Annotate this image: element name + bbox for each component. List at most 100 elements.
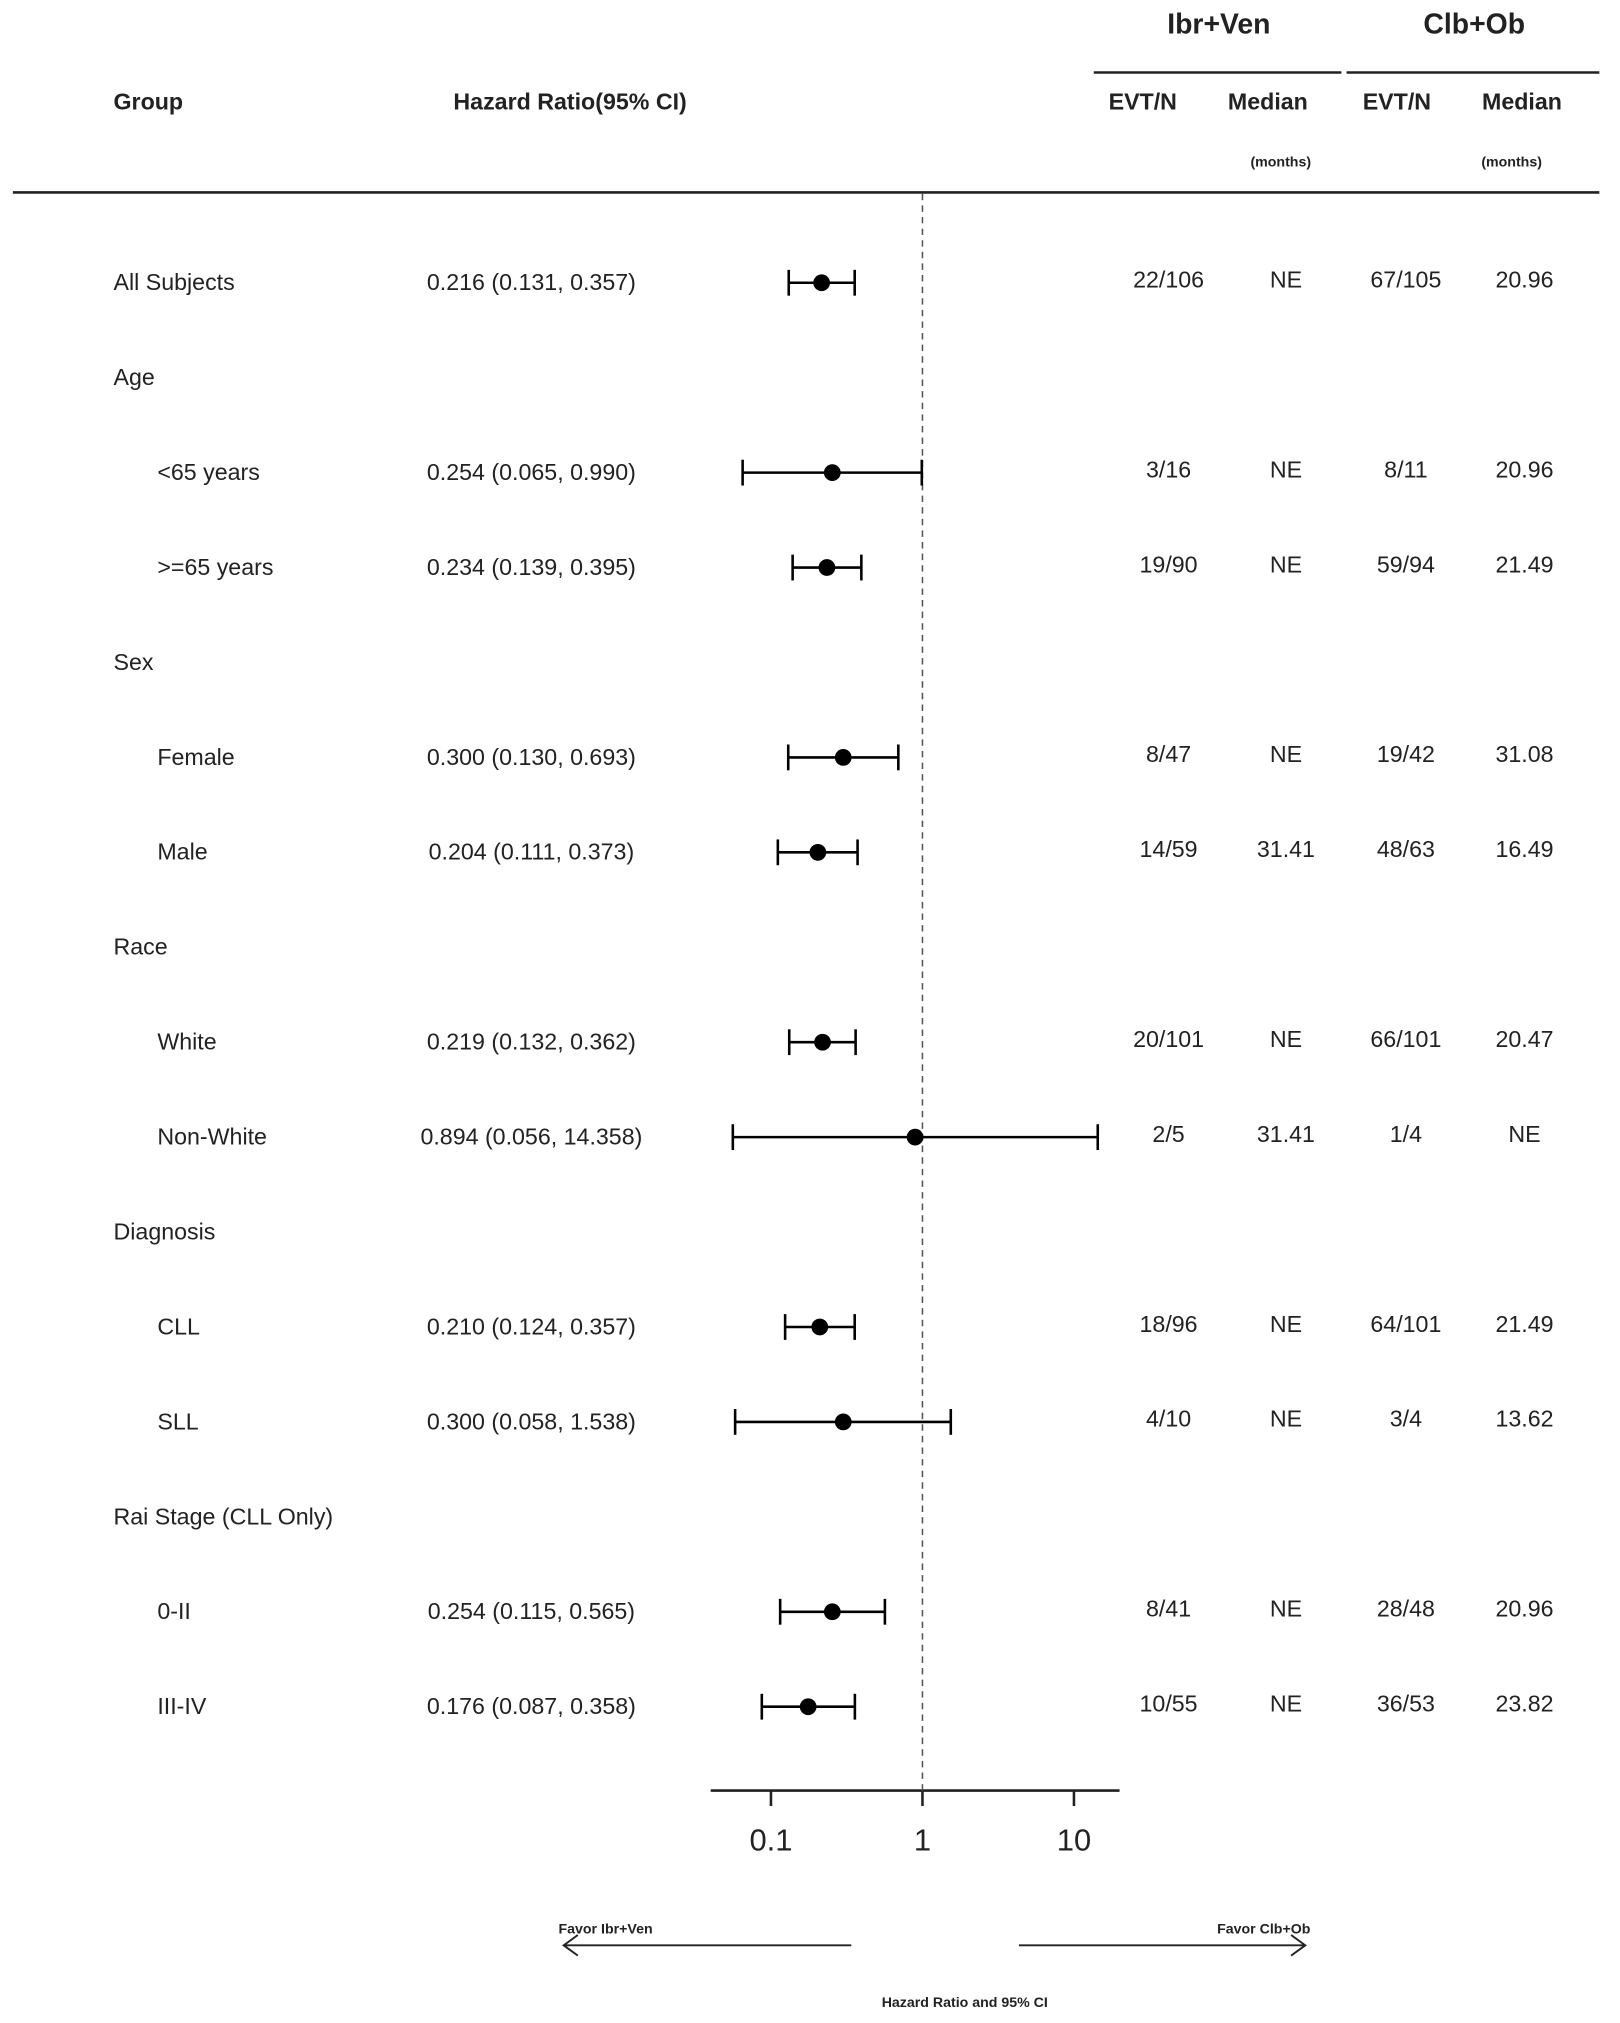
hr-point: [823, 464, 841, 482]
hr-point: [814, 1033, 831, 1051]
median-cell: 21.49: [1496, 551, 1554, 577]
row-label: Male: [157, 839, 207, 865]
favor-left-arrow: [562, 1934, 852, 1957]
hr-label: 0.216 (0.131, 0.357): [427, 269, 636, 295]
evt-cell: 19/42: [1377, 741, 1435, 767]
median-cell: 31.41: [1257, 836, 1315, 862]
evt-cell: 36/53: [1377, 1691, 1435, 1717]
hr-label: 0.219 (0.132, 0.362): [427, 1029, 636, 1055]
evt-header: EVT/N: [1363, 89, 1431, 115]
hr-point: [809, 843, 827, 861]
x-axis-label: Hazard Ratio and 95% CI: [882, 1995, 1048, 2011]
favor-right-arrow: [1018, 1934, 1307, 1957]
evt-cell: 3/4: [1390, 1406, 1422, 1432]
x-tick-label: 10: [1057, 1822, 1091, 1857]
evt-cell: 14/59: [1140, 836, 1198, 862]
hr-point: [818, 559, 836, 576]
median-cell: 23.82: [1496, 1691, 1554, 1717]
median-cell: NE: [1270, 551, 1302, 577]
median-cell: 20.96: [1496, 1596, 1554, 1622]
median-cell: NE: [1270, 456, 1302, 482]
evt-cell: 8/11: [1384, 456, 1427, 482]
x-tick-label: 1: [914, 1822, 931, 1857]
evt-cell: 4/10: [1146, 1406, 1191, 1432]
evt-header: EVT/N: [1109, 89, 1177, 115]
arm-header: Clb+Ob: [1423, 9, 1525, 41]
row-label: <65 years: [157, 459, 260, 485]
median-cell: NE: [1270, 741, 1302, 767]
hr-point: [811, 1318, 829, 1336]
hr-point: [834, 749, 852, 766]
evt-cell: 59/94: [1377, 551, 1435, 577]
median-cell: 21.49: [1496, 1311, 1554, 1337]
hr-label: 0.894 (0.056, 14.358): [420, 1124, 642, 1150]
row-label: CLL: [157, 1313, 200, 1339]
row-label: 0-II: [157, 1598, 191, 1624]
favor-right: Favor Clb+Ob: [1217, 1922, 1311, 1938]
hr-point: [799, 1698, 817, 1716]
hr-label: 0.300 (0.130, 0.693): [427, 744, 636, 770]
hr-label: 0.254 (0.115, 0.565): [428, 1598, 635, 1624]
group-header: Group: [114, 89, 184, 115]
unit-header: (months): [1250, 155, 1311, 171]
row-label: White: [157, 1029, 216, 1055]
evt-cell: 1/4: [1390, 1121, 1422, 1147]
median-cell: NE: [1270, 1691, 1302, 1717]
median-header: Median: [1228, 89, 1308, 115]
x-tick-label: 0.1: [749, 1822, 792, 1857]
row-label: Non-White: [157, 1124, 267, 1150]
hr-label: 0.204 (0.111, 0.373): [429, 839, 635, 865]
evt-cell: 3/16: [1146, 456, 1191, 482]
median-cell: NE: [1270, 267, 1302, 293]
hr-label: 0.300 (0.058, 1.538): [427, 1408, 636, 1434]
median-cell: NE: [1270, 1596, 1302, 1622]
group-label: Age: [114, 364, 155, 390]
group-label: Rai Stage (CLL Only): [114, 1503, 334, 1529]
evt-cell: 66/101: [1370, 1026, 1441, 1052]
median-cell: NE: [1270, 1406, 1302, 1432]
evt-cell: 18/96: [1140, 1311, 1198, 1337]
evt-cell: 48/63: [1377, 836, 1435, 862]
hr-point: [906, 1128, 924, 1146]
hr-label: 0.176 (0.087, 0.358): [427, 1693, 636, 1719]
median-cell: 13.62: [1496, 1406, 1554, 1432]
median-header: Median: [1482, 89, 1562, 115]
row-label: III-IV: [157, 1693, 207, 1719]
median-cell: 20.47: [1496, 1026, 1554, 1052]
median-cell: 20.96: [1496, 456, 1554, 482]
median-cell: 16.49: [1496, 836, 1554, 862]
median-cell: NE: [1270, 1311, 1302, 1337]
row-label: SLL: [157, 1408, 198, 1434]
favor-left: Favor Ibr+Ven: [558, 1922, 652, 1938]
evt-cell: 8/47: [1146, 741, 1191, 767]
group-label: Diagnosis: [114, 1218, 216, 1244]
evt-cell: 22/106: [1133, 267, 1204, 293]
evt-cell: 19/90: [1140, 551, 1198, 577]
evt-cell: 20/101: [1133, 1026, 1204, 1052]
group-label: Sex: [114, 649, 154, 675]
median-cell: NE: [1270, 1026, 1302, 1052]
unit-header: (months): [1481, 155, 1542, 171]
evt-cell: 67/105: [1370, 267, 1441, 293]
row-label: All Subjects: [114, 269, 235, 295]
hr-point: [813, 274, 831, 292]
median-cell: 31.41: [1257, 1121, 1315, 1147]
hr-point: [823, 1603, 841, 1621]
hr-point: [834, 1413, 852, 1431]
evt-cell: 28/48: [1377, 1596, 1435, 1622]
hr-label: 0.254 (0.065, 0.990): [427, 459, 636, 485]
evt-cell: 64/101: [1370, 1311, 1441, 1337]
row-label: >=65 years: [157, 554, 273, 580]
median-cell: 20.96: [1496, 267, 1554, 293]
hr-header: Hazard Ratio(95% CI): [453, 89, 686, 115]
median-cell: 31.08: [1496, 741, 1554, 767]
hr-label: 0.210 (0.124, 0.357): [427, 1313, 636, 1339]
row-label: Female: [157, 744, 234, 770]
group-label: Race: [114, 934, 168, 960]
median-cell: NE: [1508, 1121, 1540, 1147]
evt-cell: 8/41: [1146, 1596, 1191, 1622]
arm-header: Ibr+Ven: [1167, 9, 1270, 41]
evt-cell: 2/5: [1152, 1121, 1184, 1147]
evt-cell: 10/55: [1140, 1691, 1198, 1717]
